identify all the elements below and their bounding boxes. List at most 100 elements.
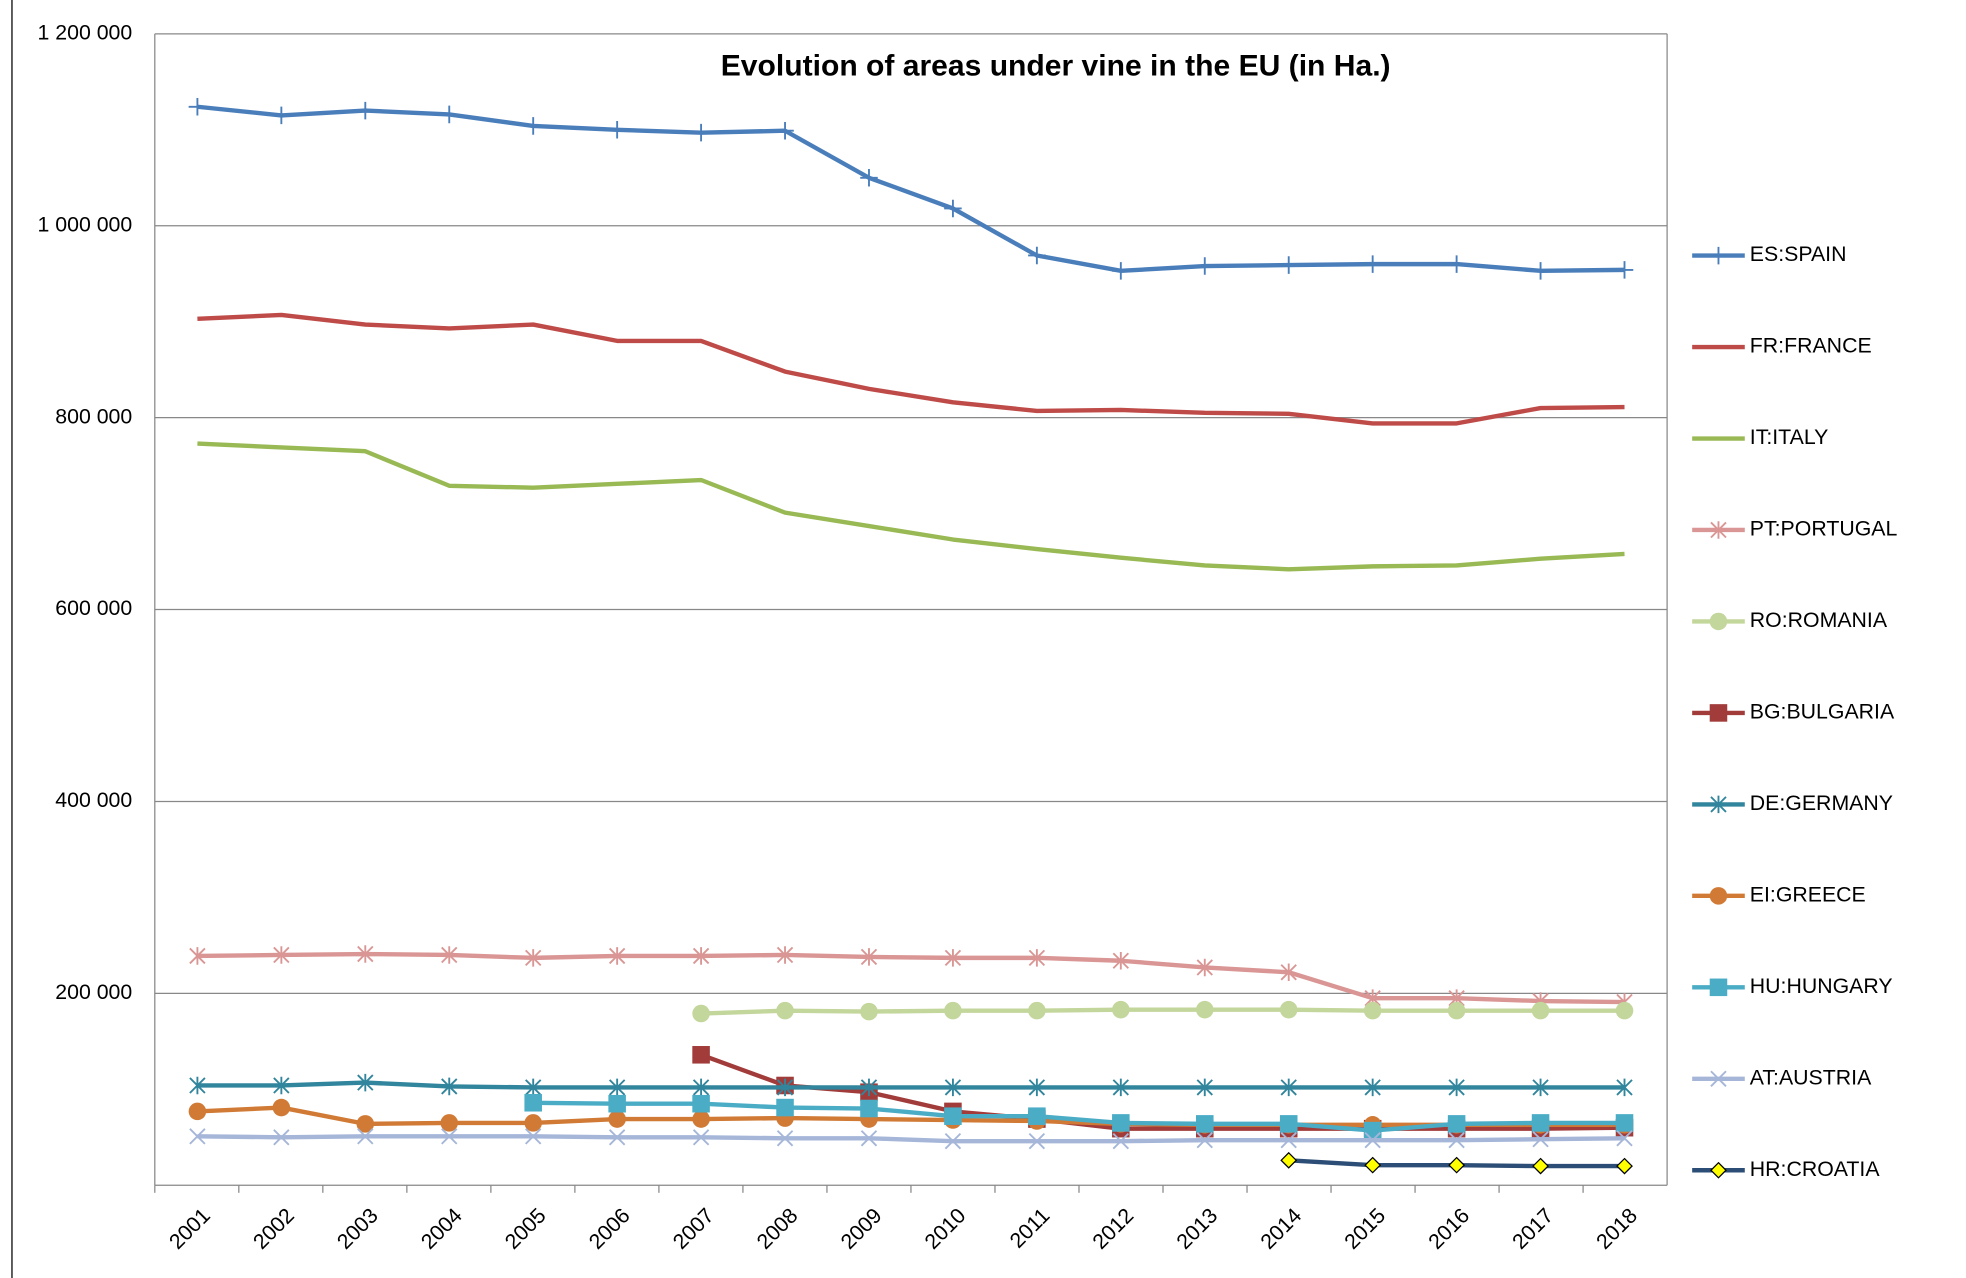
chart-title: Evolution of areas under vine in the EU … (721, 50, 1391, 83)
x-tick-label: 2009 (836, 1203, 886, 1253)
legend-label: HR:CROATIA (1750, 1157, 1881, 1181)
marker (1196, 1115, 1214, 1133)
x-tick-label: 2003 (332, 1203, 382, 1253)
marker (1531, 262, 1550, 280)
marker (944, 1107, 962, 1125)
marker (1112, 262, 1130, 280)
marker (1279, 256, 1298, 274)
y-tick-label: 400 000 (55, 788, 132, 812)
marker (860, 168, 878, 187)
marker (356, 1115, 375, 1133)
marker (776, 121, 794, 140)
series-line (197, 1105, 1625, 1128)
marker (692, 1004, 710, 1023)
marker (1364, 1132, 1381, 1149)
marker (860, 1078, 878, 1097)
marker (1196, 1132, 1213, 1149)
marker (1028, 1132, 1046, 1150)
marker (189, 947, 206, 965)
legend-marker (1709, 887, 1728, 905)
legend-label: RO:ROMANIA (1750, 608, 1888, 632)
marker (1615, 1114, 1634, 1132)
marker (1615, 1001, 1634, 1020)
marker (525, 1128, 542, 1145)
marker (692, 1129, 710, 1146)
marker (524, 1093, 542, 1112)
marker (1280, 1132, 1297, 1149)
marker (1616, 1157, 1633, 1175)
marker (776, 946, 794, 964)
marker (1364, 1156, 1382, 1174)
marker (1196, 1000, 1214, 1019)
marker (1279, 1000, 1298, 1019)
x-tick-label: 2018 (1592, 1203, 1642, 1253)
marker (776, 1078, 794, 1097)
marker (1028, 1001, 1046, 1020)
legend-marker (1710, 521, 1727, 539)
legend-label: HU:HUNGARY (1750, 974, 1893, 998)
y-tick-label: 1 000 000 (38, 212, 133, 236)
x-tick-label: 2008 (752, 1203, 802, 1253)
marker (944, 949, 962, 967)
marker (1280, 963, 1297, 982)
series-line (197, 1134, 1625, 1144)
marker (1448, 1132, 1465, 1149)
y-tick-label: 200 000 (55, 980, 132, 1004)
y-tick-label: 1 200 000 (38, 20, 133, 44)
marker (189, 1076, 206, 1095)
marker (1616, 1078, 1633, 1097)
marker (188, 97, 207, 116)
x-tick-label: 2004 (416, 1203, 467, 1254)
marker (608, 1094, 626, 1113)
marker (357, 1073, 374, 1092)
marker (944, 199, 962, 218)
series-line (533, 1100, 1625, 1133)
legend-marker (1709, 978, 1728, 997)
marker (692, 1094, 710, 1113)
marker (273, 1076, 290, 1095)
marker (441, 946, 458, 964)
x-tick-label: 2006 (584, 1203, 634, 1253)
marker (1448, 1156, 1466, 1174)
marker (1616, 1130, 1633, 1147)
marker (440, 1114, 459, 1132)
marker (944, 1132, 962, 1150)
series-line (701, 1007, 1625, 1016)
marker (1028, 1078, 1046, 1097)
marker (1532, 1157, 1549, 1175)
legend-label: EI:GREECE (1750, 882, 1866, 906)
x-tick-label: 2011 (1005, 1203, 1054, 1252)
marker (860, 1130, 878, 1147)
series-line (197, 441, 1625, 572)
marker (1448, 1078, 1465, 1097)
x-tick-label: 2001 (164, 1203, 214, 1253)
marker (273, 946, 290, 964)
marker (1196, 1078, 1213, 1097)
marker (776, 1098, 794, 1117)
marker (1447, 255, 1466, 273)
marker (189, 1128, 206, 1145)
marker (692, 123, 710, 142)
marker (188, 1102, 207, 1121)
marker (1028, 1107, 1046, 1125)
legend-label: BG:BULGARIA (1750, 700, 1895, 724)
x-tick-label: 2016 (1424, 1203, 1474, 1253)
marker (944, 1078, 962, 1097)
marker (1532, 1078, 1549, 1097)
marker (440, 105, 459, 124)
legend-label: AT:AUSTRIA (1750, 1065, 1872, 1089)
marker (608, 1078, 626, 1097)
marker (1279, 1115, 1298, 1133)
marker (1531, 1001, 1550, 1020)
marker (273, 1129, 290, 1146)
x-tick-label: 2012 (1088, 1203, 1138, 1253)
marker (1112, 1132, 1130, 1150)
marker (608, 1129, 626, 1146)
marker (1112, 1078, 1130, 1097)
marker (776, 1001, 794, 1020)
marker (776, 1130, 794, 1147)
x-tick-label: 2005 (500, 1203, 550, 1253)
x-tick-label: 2010 (920, 1203, 971, 1254)
legend-label: ES:SPAIN (1750, 242, 1847, 266)
marker (524, 117, 542, 135)
